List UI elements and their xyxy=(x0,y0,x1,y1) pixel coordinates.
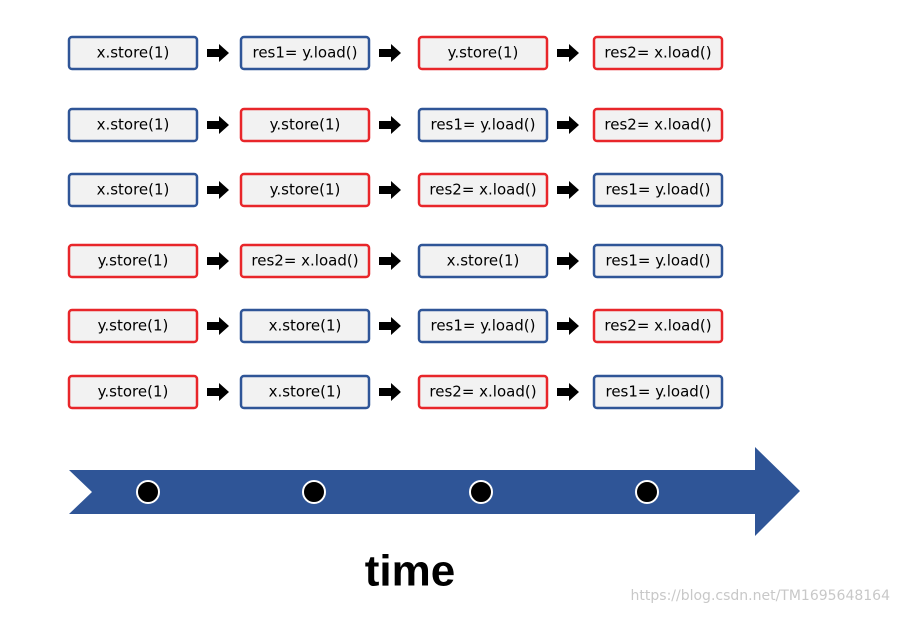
step-label: res1= y.load() xyxy=(605,252,710,270)
step-box xyxy=(67,172,199,208)
step-box xyxy=(67,308,199,344)
order-arrow xyxy=(379,317,401,335)
step-label: y.store(1) xyxy=(270,116,341,134)
dot xyxy=(302,480,326,504)
step-box xyxy=(592,374,724,410)
order-arrow xyxy=(207,317,229,335)
order-arrow xyxy=(557,317,579,335)
step-label: x.store(1) xyxy=(269,317,342,335)
step-box xyxy=(67,107,199,143)
dot xyxy=(469,480,493,504)
step-box xyxy=(592,243,724,279)
step-box xyxy=(239,308,371,344)
step-box xyxy=(67,35,199,71)
step-box xyxy=(239,35,371,71)
watermark: https://blog.csdn.net/TM1695648164 xyxy=(631,588,891,604)
order-arrow xyxy=(379,181,401,199)
order-arrow xyxy=(207,181,229,199)
time-label: time xyxy=(365,547,455,596)
step-label: x.store(1) xyxy=(269,383,342,401)
order-arrow xyxy=(207,383,229,401)
step-label: res2= x.load() xyxy=(604,44,711,62)
step-box xyxy=(592,172,724,208)
step-label: x.store(1) xyxy=(447,252,520,270)
step-label: res1= y.load() xyxy=(430,317,535,335)
step-label: x.store(1) xyxy=(97,44,170,62)
step-box xyxy=(417,308,549,344)
step-label: y.store(1) xyxy=(98,317,169,335)
step-label: res1= y.load() xyxy=(252,44,357,62)
order-arrow xyxy=(557,252,579,270)
order-arrow xyxy=(379,44,401,62)
step-box xyxy=(417,243,549,279)
step-label: y.store(1) xyxy=(98,383,169,401)
step-label: x.store(1) xyxy=(97,181,170,199)
step-box xyxy=(592,107,724,143)
step-label: res1= y.load() xyxy=(430,116,535,134)
step-label: res2= x.load() xyxy=(429,383,536,401)
dot xyxy=(635,480,659,504)
step-box xyxy=(592,35,724,71)
step-box xyxy=(67,374,199,410)
order-arrow xyxy=(557,383,579,401)
dot xyxy=(136,480,160,504)
step-label: res1= y.load() xyxy=(605,383,710,401)
order-arrow xyxy=(557,181,579,199)
step-label: y.store(1) xyxy=(270,181,341,199)
step-label: res2= x.load() xyxy=(251,252,358,270)
time-dots xyxy=(136,480,659,504)
order-arrow xyxy=(207,44,229,62)
step-box xyxy=(592,308,724,344)
step-box xyxy=(239,172,371,208)
order-arrow xyxy=(379,252,401,270)
step-box xyxy=(239,374,371,410)
order-arrow xyxy=(379,383,401,401)
step-label: y.store(1) xyxy=(98,252,169,270)
step-box xyxy=(239,107,371,143)
step-label: res2= x.load() xyxy=(429,181,536,199)
order-arrow xyxy=(557,116,579,134)
step-label: res1= y.load() xyxy=(605,181,710,199)
order-arrow xyxy=(207,116,229,134)
step-box xyxy=(417,172,549,208)
step-label: res2= x.load() xyxy=(604,317,711,335)
step-box xyxy=(417,35,549,71)
order-arrow xyxy=(557,44,579,62)
step-label: y.store(1) xyxy=(448,44,519,62)
order-arrow xyxy=(379,116,401,134)
step-label: x.store(1) xyxy=(97,116,170,134)
step-box xyxy=(417,107,549,143)
time-arrow xyxy=(69,447,800,536)
step-label: res2= x.load() xyxy=(604,116,711,134)
step-box xyxy=(239,243,371,279)
order-arrow xyxy=(207,252,229,270)
step-box xyxy=(417,374,549,410)
step-box xyxy=(67,243,199,279)
